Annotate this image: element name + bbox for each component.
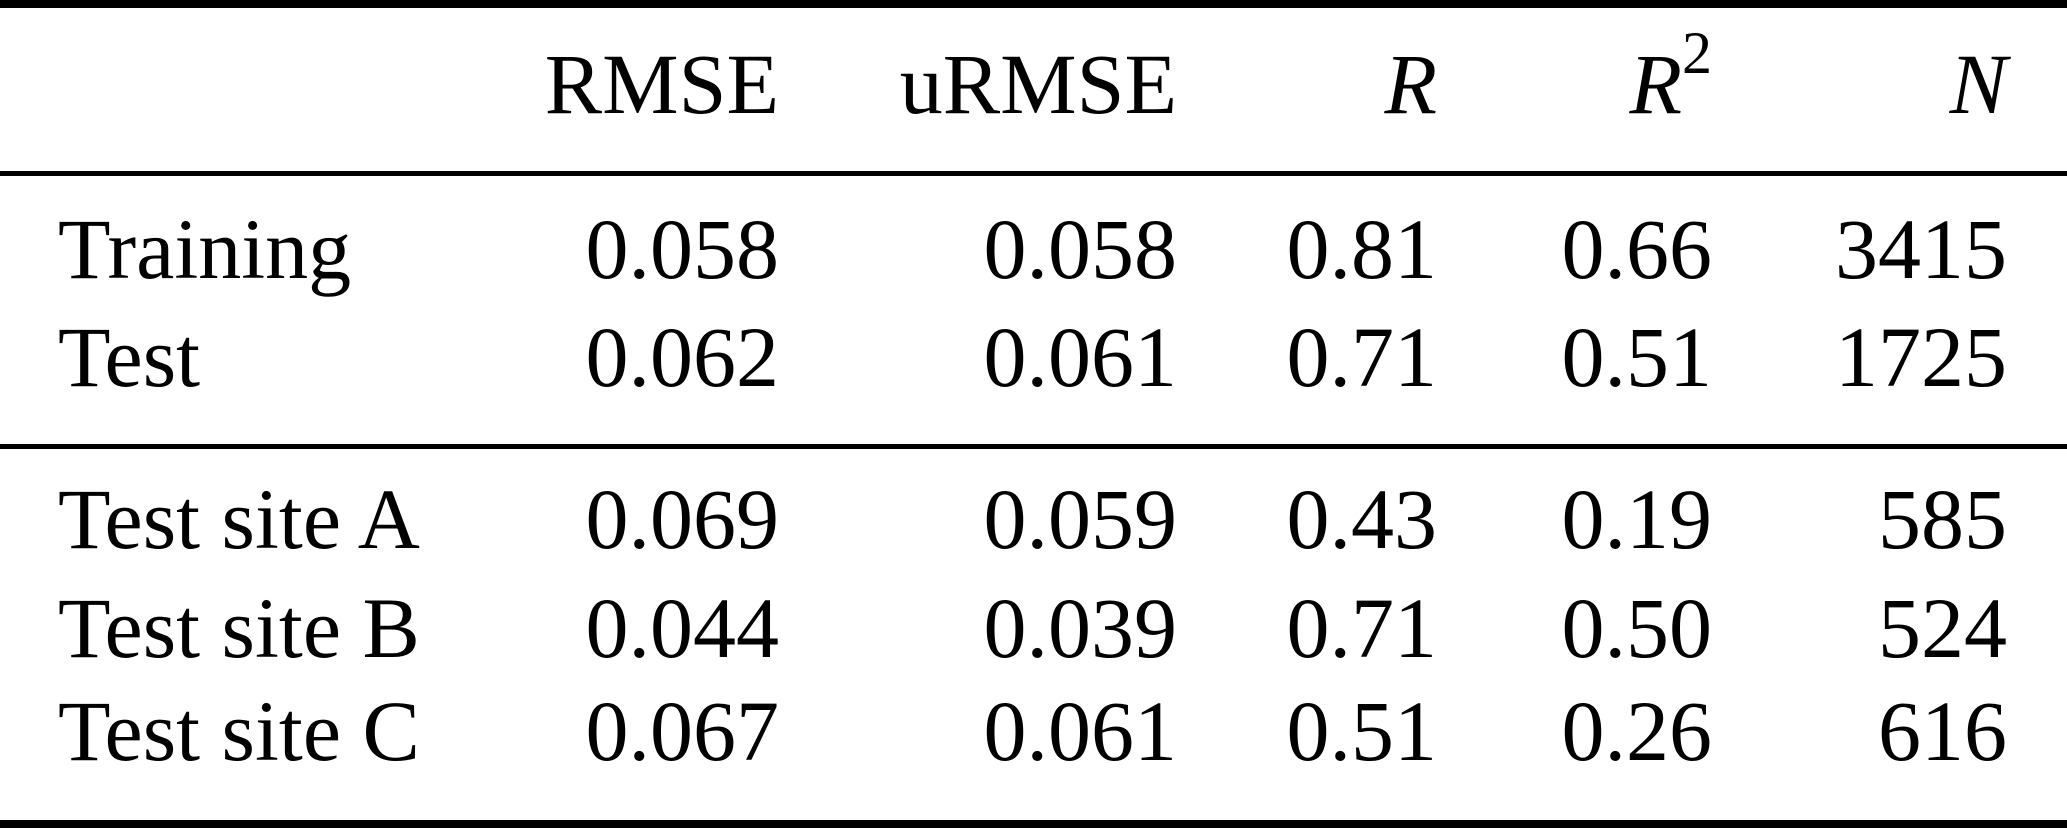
table-bottom-rule bbox=[0, 820, 2067, 828]
col-header-rmse: RMSE bbox=[544, 36, 779, 132]
r-value: 0.43 bbox=[1286, 471, 1438, 567]
table-row-training: Training 0.058 0.058 0.81 0.66 3415 bbox=[0, 206, 2067, 292]
urmse-value: 0.058 bbox=[983, 201, 1178, 297]
r-squared-value: 0.51 bbox=[1561, 309, 1713, 405]
table-row-test: Test 0.062 0.061 0.71 0.51 1725 bbox=[0, 314, 2067, 400]
col-header-n: N bbox=[1949, 36, 2007, 132]
table-header-rule bbox=[0, 171, 2067, 176]
row-label: Training bbox=[58, 201, 352, 297]
urmse-value: 0.059 bbox=[983, 471, 1178, 567]
r-value: 0.71 bbox=[1286, 309, 1438, 405]
rmse-value: 0.058 bbox=[585, 201, 780, 297]
col-header-r-squared: R2 bbox=[1629, 23, 1712, 127]
r-value: 0.51 bbox=[1286, 683, 1438, 779]
row-label: Test bbox=[58, 309, 201, 405]
table-top-rule bbox=[0, 0, 2067, 8]
table-row-test-site-b: Test site B 0.044 0.039 0.71 0.50 524 bbox=[0, 585, 2067, 671]
n-value: 616 bbox=[1878, 683, 2007, 779]
r-squared-value: 0.66 bbox=[1561, 201, 1713, 297]
col-header-urmse: uRMSE bbox=[899, 36, 1177, 132]
col-header-r: R bbox=[1384, 36, 1437, 132]
r-squared-superscript: 2 bbox=[1682, 20, 1712, 86]
rmse-value: 0.067 bbox=[585, 683, 780, 779]
r-squared-base: R bbox=[1629, 36, 1682, 132]
row-label: Test site B bbox=[58, 580, 420, 676]
table-header-row: RMSE uRMSE R R2 N bbox=[0, 23, 2067, 132]
n-value: 585 bbox=[1878, 471, 2007, 567]
n-value: 1725 bbox=[1835, 309, 2007, 405]
r-value: 0.81 bbox=[1286, 201, 1438, 297]
row-label: Test site A bbox=[58, 471, 420, 567]
r-value: 0.71 bbox=[1286, 580, 1438, 676]
table-row-test-site-a: Test site A 0.069 0.059 0.43 0.19 585 bbox=[0, 476, 2067, 562]
rmse-value: 0.069 bbox=[585, 471, 780, 567]
r-squared-value: 0.19 bbox=[1561, 471, 1713, 567]
rmse-value: 0.062 bbox=[585, 309, 780, 405]
row-label: Test site C bbox=[58, 683, 420, 779]
r-squared-value: 0.50 bbox=[1561, 580, 1713, 676]
urmse-value: 0.061 bbox=[983, 309, 1178, 405]
r-squared-value: 0.26 bbox=[1561, 683, 1713, 779]
table-row-test-site-c: Test site C 0.067 0.061 0.51 0.26 616 bbox=[0, 688, 2067, 774]
n-value: 3415 bbox=[1835, 201, 2007, 297]
rmse-value: 0.044 bbox=[585, 580, 780, 676]
n-value: 524 bbox=[1878, 580, 2007, 676]
urmse-value: 0.061 bbox=[983, 683, 1178, 779]
table-section-rule bbox=[0, 444, 2067, 449]
urmse-value: 0.039 bbox=[983, 580, 1178, 676]
